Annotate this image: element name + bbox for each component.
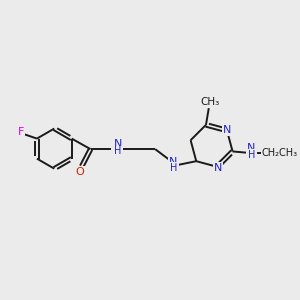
Text: N: N — [114, 139, 122, 149]
Text: H: H — [114, 146, 122, 156]
Text: N: N — [247, 143, 256, 153]
Text: N: N — [214, 163, 223, 173]
Text: H: H — [170, 163, 177, 173]
Text: H: H — [248, 150, 255, 160]
Text: F: F — [18, 127, 24, 136]
Text: O: O — [75, 167, 84, 177]
Text: N: N — [223, 125, 231, 135]
Text: CH₂CH₃: CH₂CH₃ — [262, 148, 298, 158]
Text: N: N — [169, 157, 178, 167]
Text: CH₃: CH₃ — [200, 97, 220, 107]
